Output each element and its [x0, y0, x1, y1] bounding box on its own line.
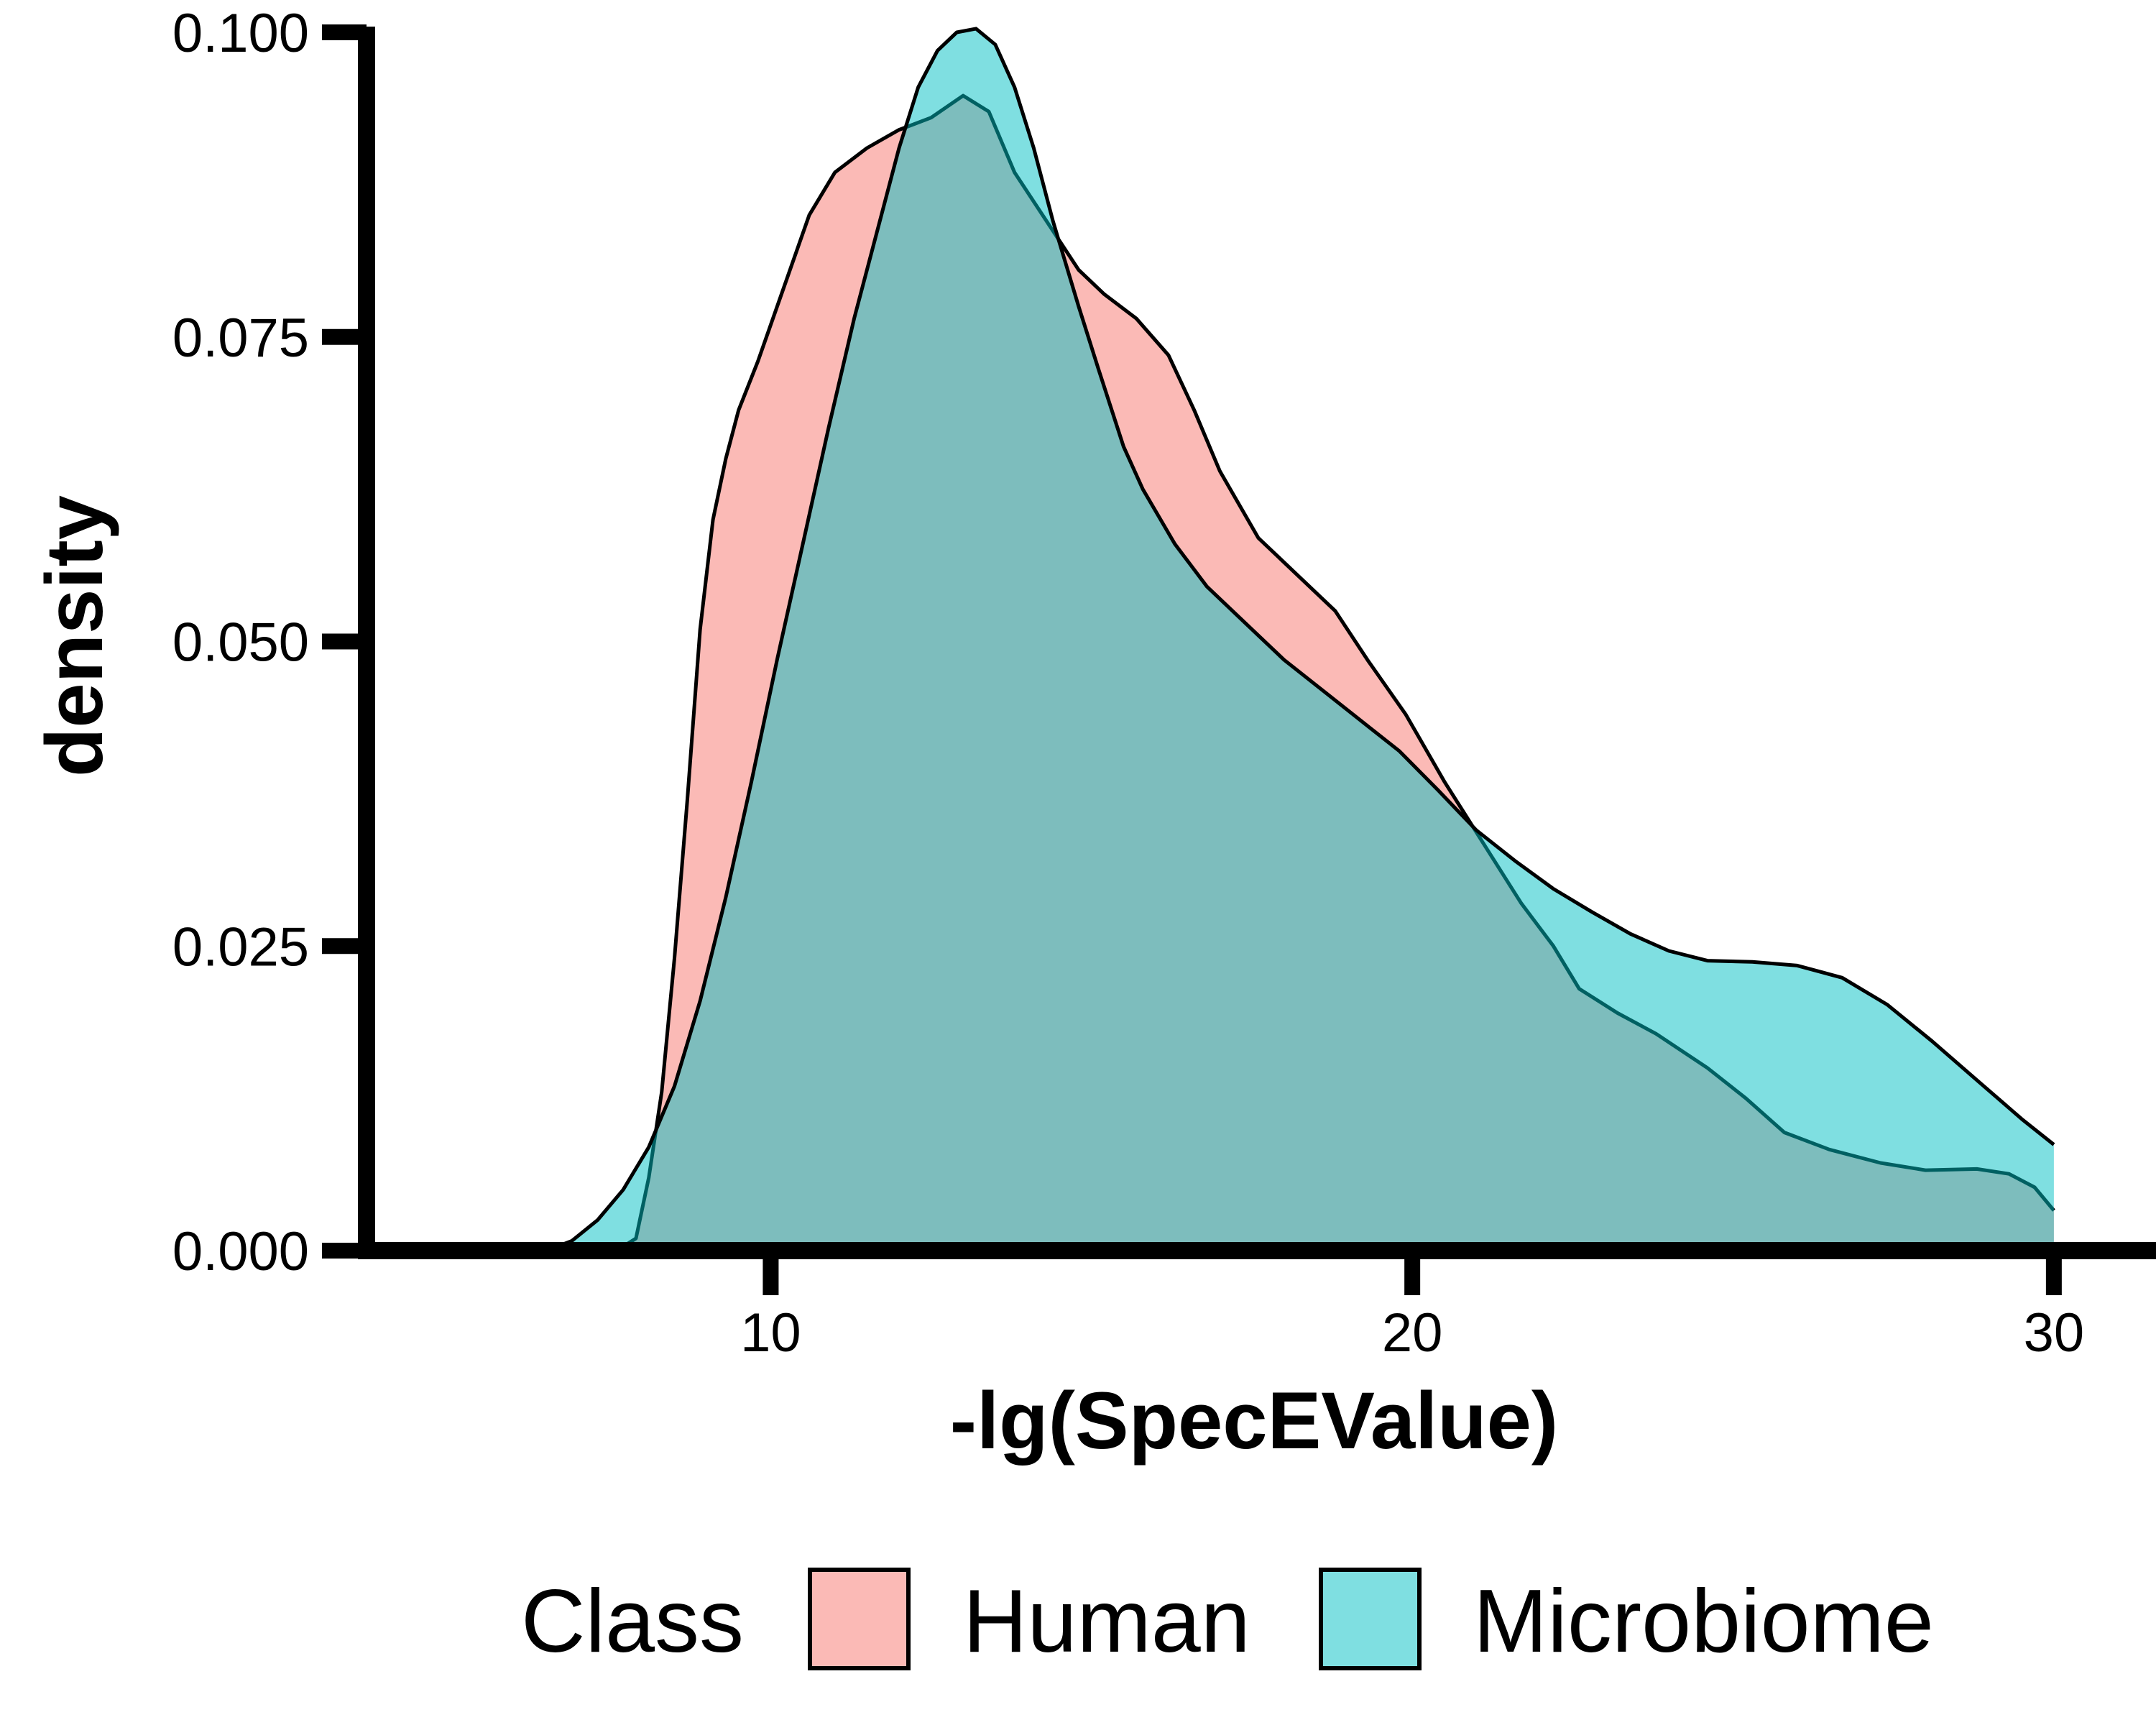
legend-label-microbiome: Microbiome	[1473, 1572, 1934, 1671]
series-layer	[545, 27, 2055, 1253]
legend-title: Class	[521, 1572, 744, 1671]
x-tick-label: 30	[2024, 1302, 2085, 1363]
x-axis-title: -lg(SpecEValue)	[950, 1376, 1558, 1466]
y-tick-label: 0.000	[172, 1221, 309, 1282]
legend-key-human	[808, 1568, 911, 1670]
y-tick-label: 0.050	[172, 612, 309, 673]
legend-label-human: Human	[963, 1572, 1250, 1671]
y-axis-title: density	[29, 495, 119, 777]
density-line-microbiome	[545, 27, 2055, 1253]
legend-key-microbiome	[1319, 1568, 1422, 1670]
y-tick-label: 0.025	[172, 916, 309, 978]
y-tick-label: 0.075	[172, 308, 309, 369]
y-tick-label: 0.100	[172, 3, 309, 64]
x-tick-label: 20	[1382, 1302, 1443, 1363]
legend: Class Human Microbiome	[521, 1568, 1934, 1671]
tick-layer: 0.000 0.025 0.050 0.075 0.100 10 20 30	[172, 3, 2084, 1363]
density-area-microbiome	[546, 28, 2054, 1251]
x-tick-label: 10	[740, 1302, 801, 1363]
